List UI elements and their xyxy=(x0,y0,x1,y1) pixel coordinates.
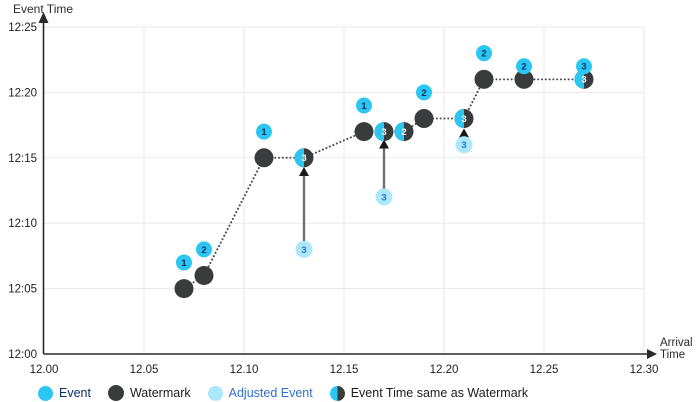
event-point xyxy=(576,58,592,75)
point-number-label: 3 xyxy=(381,127,386,138)
y-tick-label: 12:10 xyxy=(8,218,37,230)
adjust-arrow-head-icon xyxy=(379,139,389,149)
y-tick-label: 12:20 xyxy=(8,87,37,99)
x-tick-label: 12.15 xyxy=(330,364,359,376)
adjusted-event-point xyxy=(295,240,313,258)
x-tick-label: 12.05 xyxy=(130,364,159,376)
point-number-label: 1 xyxy=(361,101,367,112)
x-axis-arrow-icon xyxy=(647,349,657,359)
y-tick-label: 12:00 xyxy=(8,349,37,361)
adjusted-event-point xyxy=(455,136,473,154)
legend-event-swatch-icon xyxy=(38,385,53,401)
adjusted-event-point xyxy=(375,188,393,206)
x-tick-label: 12.00 xyxy=(30,364,59,376)
watermark-point xyxy=(254,148,274,168)
event-point xyxy=(416,84,432,101)
y-axis-arrow-icon xyxy=(38,12,49,23)
x-axis-title: Arrival Time xyxy=(660,337,693,361)
watermark-point xyxy=(514,69,534,89)
event-point xyxy=(176,254,192,271)
same-as-watermark-half xyxy=(294,148,304,168)
point-number-label: 3 xyxy=(301,153,306,164)
point-number-label: 2 xyxy=(521,62,526,73)
point-number-label: 2 xyxy=(421,88,426,99)
event-point xyxy=(356,97,372,114)
adjust-arrow-head-icon xyxy=(459,128,469,138)
legend-item-same-as-watermark: Event Time same as Watermark xyxy=(329,385,529,401)
point-number-label: 1 xyxy=(181,258,187,269)
legend-same-as-watermark-swatch-icon xyxy=(329,385,345,401)
x-tick-label: 12.20 xyxy=(430,364,459,376)
same-as-watermark-half xyxy=(574,69,584,89)
adjust-arrow-head-icon xyxy=(299,166,309,176)
y-tick-label: 12:15 xyxy=(8,153,37,165)
same-as-watermark-half xyxy=(374,122,384,142)
watermark-point xyxy=(174,279,194,299)
point-number-label: 1 xyxy=(261,127,267,138)
same-as-watermark-half xyxy=(454,109,464,129)
point-number-label: 3 xyxy=(581,62,586,73)
watermark-point xyxy=(474,69,494,89)
y-axis-title: Event Time xyxy=(13,2,74,16)
watermark-point xyxy=(414,109,434,129)
legend-watermark-label: Watermark xyxy=(129,386,191,400)
y-tick-label: 12:05 xyxy=(8,284,37,296)
legend-watermark-swatch-icon xyxy=(107,385,124,401)
point-number-label: 3 xyxy=(461,140,466,151)
watermark-point xyxy=(354,122,374,142)
event-point xyxy=(256,123,272,140)
legend-item-watermark: Watermark xyxy=(107,385,191,401)
event-point xyxy=(516,58,532,75)
x-tick-label: 12.30 xyxy=(630,364,659,376)
y-tick-label: 12:25 xyxy=(8,22,37,34)
watermark-point xyxy=(194,266,214,286)
chart-legend: Event Watermark Adjusted Event Event Time s… xyxy=(38,384,545,402)
point-number-label: 3 xyxy=(581,75,586,86)
legend-adjusted-event-label: Adjusted Event xyxy=(228,386,313,400)
point-number-label: 2 xyxy=(481,49,486,60)
watermark-dotted-line xyxy=(183,78,585,290)
legend-event-label: Event xyxy=(59,386,91,400)
same-as-watermark-half xyxy=(394,122,404,142)
legend-same-as-watermark-label: Event Time same as Watermark xyxy=(350,386,529,400)
point-number-label: 3 xyxy=(381,192,386,203)
legend-adjusted-event-swatch-icon xyxy=(207,385,223,401)
point-number-label: 3 xyxy=(301,245,306,256)
x-tick-label: 12.25 xyxy=(530,364,559,376)
event-point xyxy=(196,241,212,258)
point-number-label: 2 xyxy=(201,245,206,256)
legend-item-adjusted-event: Adjusted Event xyxy=(207,385,313,401)
point-number-label: 2 xyxy=(401,127,406,138)
x-tick-label: 12.10 xyxy=(230,364,259,376)
legend-item-event: Event xyxy=(38,385,91,401)
event-point xyxy=(476,45,492,62)
point-number-label: 3 xyxy=(461,114,466,125)
